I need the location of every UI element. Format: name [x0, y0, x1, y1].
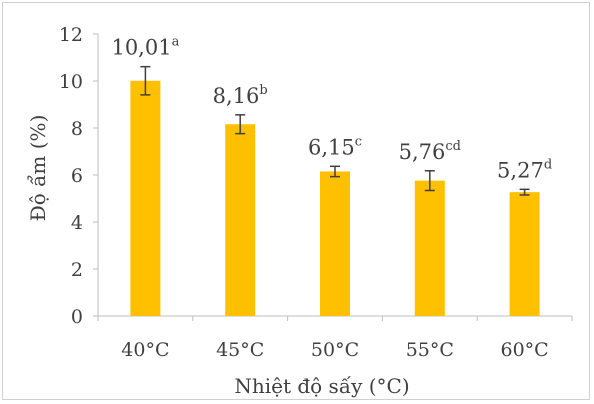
data-label-letter: d: [544, 157, 552, 172]
labels-layer: 40°C10,01a45°C8,16b50°C6,15c55°C5,76cd60…: [111, 35, 552, 361]
bars-layer: [130, 65, 540, 317]
data-label: 10,01a: [111, 35, 179, 60]
data-label: 8,16b: [213, 83, 268, 108]
data-label: 6,15c: [308, 134, 362, 159]
bar: [225, 124, 256, 317]
data-label-value: 10,01: [111, 36, 171, 60]
data-label: 5,76cd: [399, 139, 461, 164]
data-label-value: 5,27: [497, 158, 544, 182]
data-label-letter: cd: [445, 139, 461, 154]
x-tick-label: 50°C: [311, 339, 359, 361]
y-tick-label: 6: [71, 165, 83, 187]
axes-layer: 0 2 4 6 8 10 12: [59, 24, 573, 328]
x-tick-label: 45°C: [216, 339, 264, 361]
y-tick-label: 10: [59, 71, 83, 93]
y-tick-label: 0: [71, 306, 83, 328]
bar: [414, 180, 445, 316]
y-axis-title: Độ ẩm (%): [26, 115, 50, 222]
data-label-value: 6,15: [308, 135, 355, 159]
x-axis-title: Nhiệt độ sấy (°C): [234, 374, 409, 398]
bar: [509, 192, 540, 316]
chart-frame: [2, 2, 590, 400]
x-tick-label: 55°C: [406, 339, 454, 361]
x-tick-label: 60°C: [500, 339, 548, 361]
data-label-value: 5,76: [399, 140, 446, 164]
y-tick-label: 12: [59, 24, 83, 46]
data-label-letter: b: [259, 83, 267, 98]
data-label: 5,27d: [497, 157, 552, 182]
y-tick-label: 4: [71, 212, 83, 234]
x-tick-label: 40°C: [121, 339, 169, 361]
data-label-letter: a: [172, 35, 180, 50]
bar: [130, 80, 161, 316]
y-tick-label: 2: [71, 259, 83, 281]
bar: [320, 171, 350, 316]
data-label-value: 8,16: [213, 84, 260, 108]
data-label-letter: c: [355, 134, 362, 149]
y-tick-label: 8: [71, 118, 83, 140]
